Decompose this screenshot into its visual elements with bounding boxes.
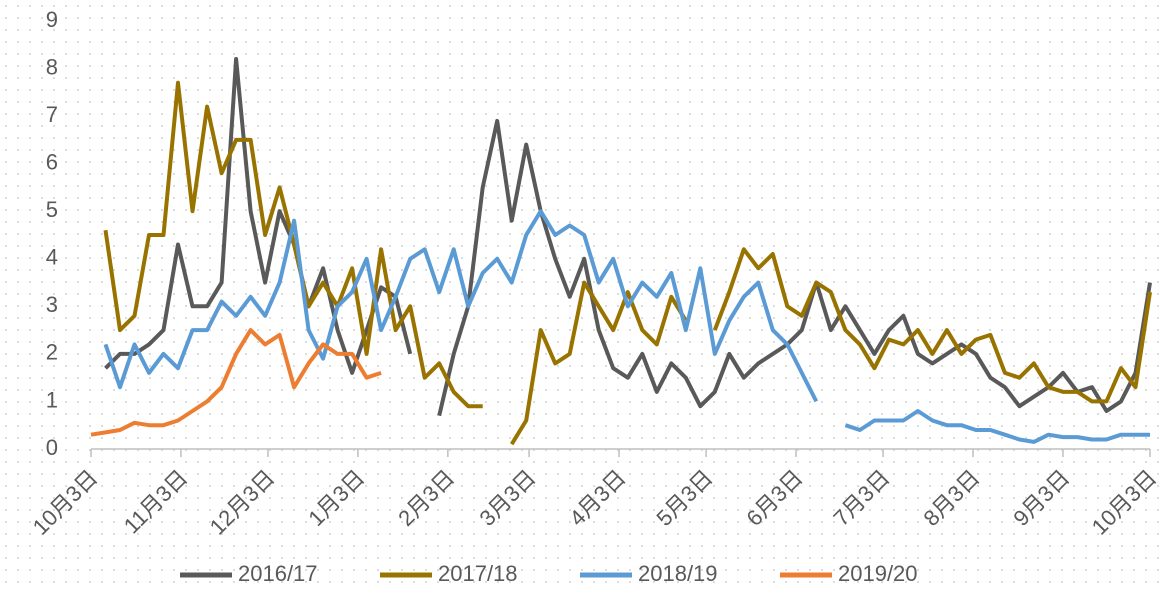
x-tick-label: 12月3日 xyxy=(205,465,280,540)
x-tick-label: 3月3日 xyxy=(475,465,541,531)
x-tick-label: 11月3日 xyxy=(119,465,193,539)
y-tick-label: 9 xyxy=(46,7,58,32)
x-tick-label: 5月3日 xyxy=(652,465,718,531)
y-tick-label: 5 xyxy=(46,197,58,222)
y-tick-label: 2 xyxy=(46,340,58,365)
y-tick-label: 7 xyxy=(46,102,58,127)
y-tick-label: 4 xyxy=(46,245,58,270)
y-tick-label: 8 xyxy=(46,54,58,79)
y-tick-label: 6 xyxy=(46,149,58,174)
x-tick-label: 10月3日 xyxy=(28,465,103,540)
x-tick-label: 7月3日 xyxy=(829,465,895,531)
legend-label: 2018/19 xyxy=(638,561,718,586)
y-tick-label: 0 xyxy=(46,435,58,460)
x-tick-label: 6月3日 xyxy=(741,465,807,531)
series-line xyxy=(103,209,1150,444)
legend-label: 2019/20 xyxy=(838,561,918,586)
x-tick-label: 2月3日 xyxy=(393,465,459,531)
series-line xyxy=(90,328,382,437)
x-tick-label: 8月3日 xyxy=(918,465,984,531)
y-tick-label: 3 xyxy=(46,292,58,317)
series-line xyxy=(103,80,1152,446)
y-tick-label: 1 xyxy=(46,387,58,412)
legend-label: 2016/17 xyxy=(238,561,318,586)
x-tick-label: 4月3日 xyxy=(564,465,630,531)
x-tick-label: 10月3日 xyxy=(1087,465,1160,540)
legend-label: 2017/18 xyxy=(438,561,518,586)
x-tick-label: 1月3日 xyxy=(303,465,369,531)
x-tick-label: 9月3日 xyxy=(1008,465,1074,531)
series-line xyxy=(104,57,1152,417)
